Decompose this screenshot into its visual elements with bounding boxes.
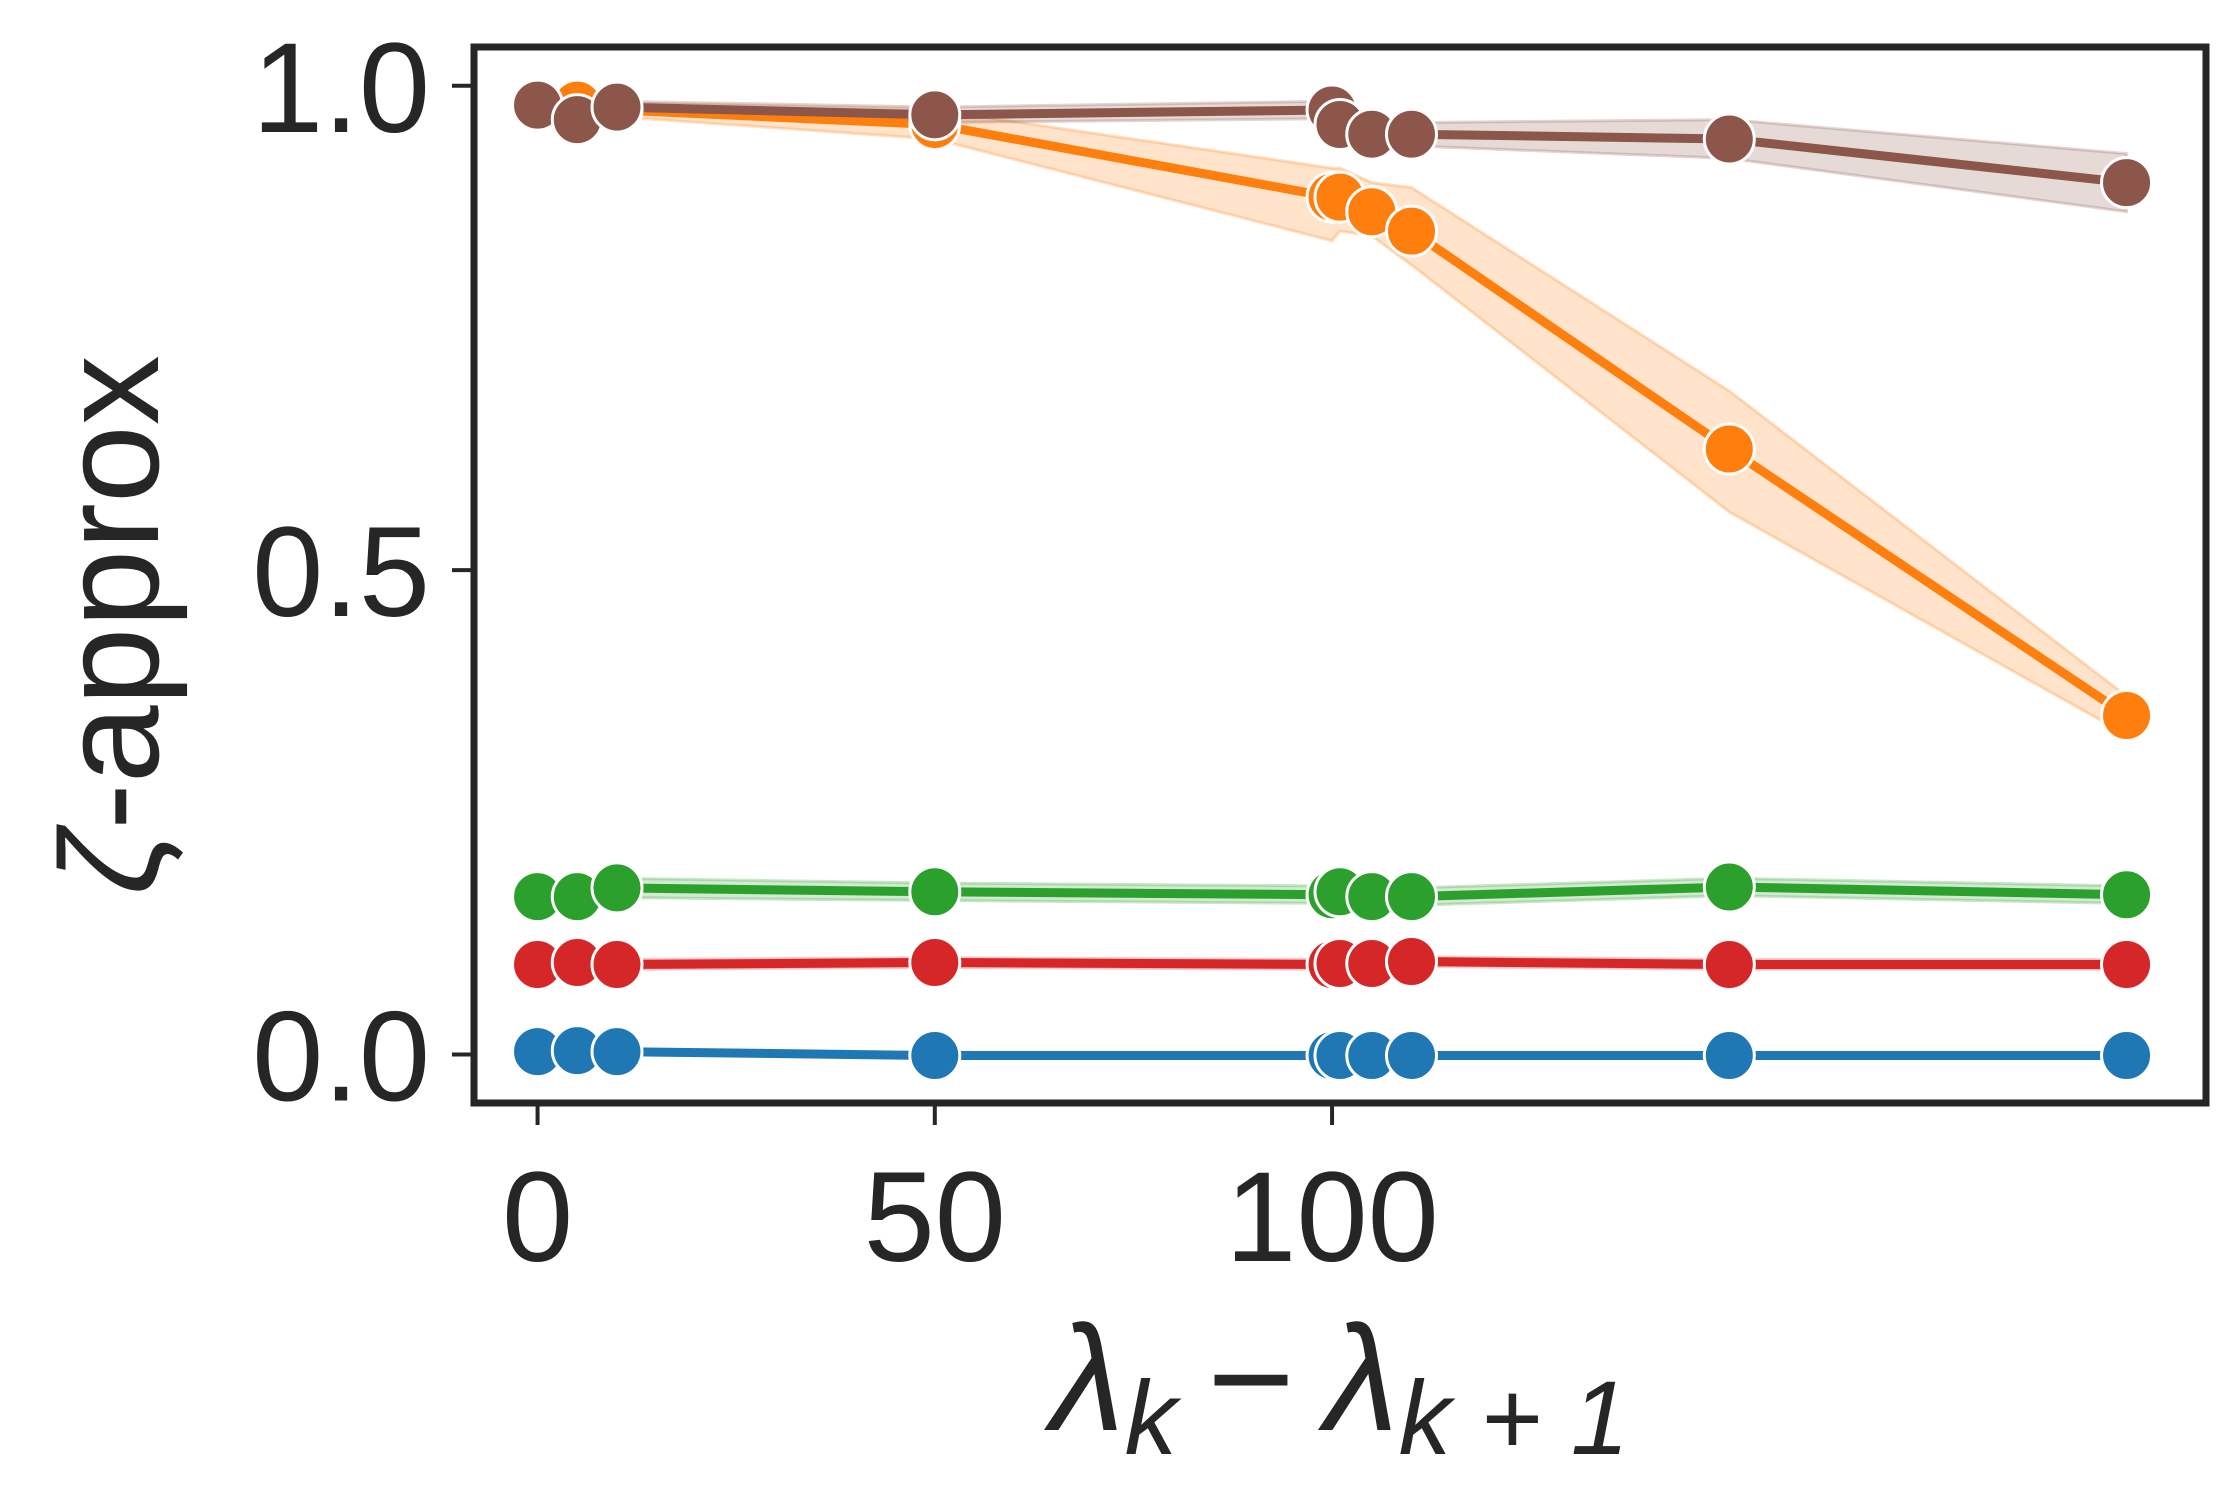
- x-axis-label-minus: −: [1207, 1294, 1295, 1462]
- point-green: [1702, 860, 1756, 914]
- x-tick-label: 50: [864, 1146, 1006, 1289]
- x-axis-label-lambda-2: λ: [1318, 1294, 1399, 1462]
- point-brown: [908, 88, 962, 142]
- y-axis-label-symbol: ζ: [31, 824, 188, 895]
- y-axis-label: ζ-approx: [31, 355, 188, 895]
- point-brown: [1385, 107, 1439, 161]
- point-orange: [2100, 688, 2154, 742]
- point-orange: [1385, 204, 1439, 258]
- point-blue: [908, 1029, 962, 1083]
- point-blue: [590, 1025, 644, 1079]
- x-axis-label-sub-1: k: [1125, 1360, 1182, 1477]
- point-red: [590, 937, 644, 991]
- point-green: [2100, 868, 2154, 922]
- plot-frame: [470, 43, 2210, 1107]
- y-tick-label: 1.0: [252, 17, 430, 160]
- point-brown: [590, 80, 644, 134]
- point-blue: [1385, 1029, 1439, 1083]
- y-axis-ticks: 0.0 0.5 1.0: [252, 17, 474, 1129]
- point-green: [590, 861, 644, 915]
- point-green: [908, 865, 962, 919]
- point-brown: [2100, 156, 2154, 210]
- point-red: [1385, 935, 1439, 989]
- point-blue: [1702, 1029, 1756, 1083]
- x-tick-label: 0: [502, 1146, 573, 1289]
- y-axis-label-text: -approx: [31, 355, 188, 830]
- point-green: [1385, 870, 1439, 924]
- x-axis-label: λk − λk + 1: [1044, 1294, 1629, 1477]
- series-markers: [511, 78, 2154, 1083]
- point-red: [2100, 937, 2154, 991]
- x-tick-label: 100: [1225, 1146, 1439, 1289]
- x-axis-label-lambda-1: λ: [1044, 1294, 1125, 1462]
- x-axis-label-sub-2: k + 1: [1399, 1360, 1630, 1477]
- x-axis-ticks: 0 50 100: [502, 1103, 1439, 1289]
- y-tick-label: 0.5: [252, 501, 430, 644]
- point-red: [908, 936, 962, 990]
- point-blue: [2100, 1029, 2154, 1083]
- y-tick-label: 0.0: [252, 986, 430, 1129]
- point-brown: [1702, 112, 1756, 166]
- point-red: [1702, 937, 1756, 991]
- point-orange: [1702, 422, 1756, 476]
